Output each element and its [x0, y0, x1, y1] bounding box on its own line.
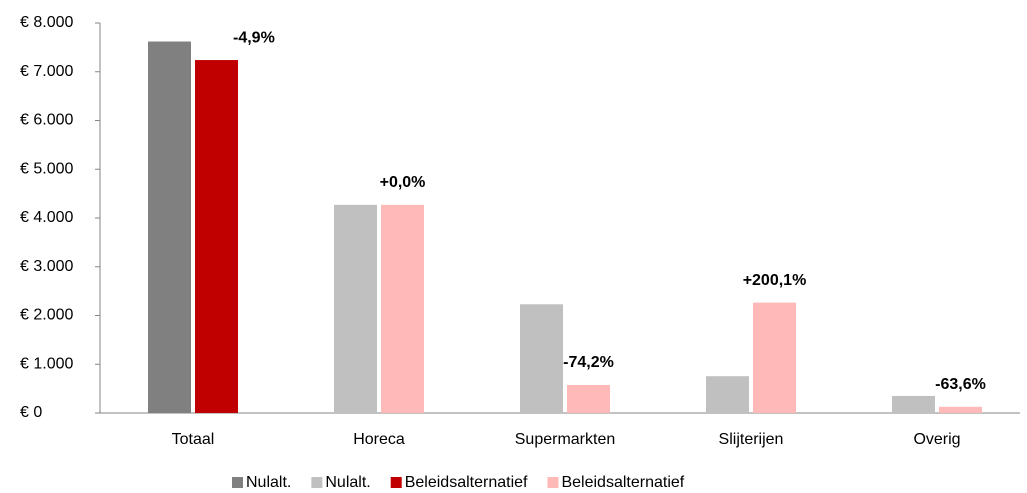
- bar: [148, 41, 191, 414]
- x-tick-label: Overig: [913, 431, 960, 448]
- bar: [195, 60, 238, 414]
- bar: [334, 204, 377, 413]
- annotation: -63,6%: [935, 376, 986, 393]
- annotation: +0,0%: [380, 174, 426, 191]
- bar: [892, 395, 935, 413]
- x-tick-label: Totaal: [172, 431, 215, 448]
- annotation: -74,2%: [563, 354, 614, 371]
- x-tick-label: Slijterijen: [719, 431, 784, 448]
- y-tick-label: € 3.000: [20, 258, 73, 275]
- annotation: +200,1%: [743, 272, 807, 289]
- legend-label: Nulalt.: [325, 474, 370, 491]
- legend-label: Nulalt.: [246, 474, 291, 491]
- y-tick-label: € 4.000: [20, 209, 73, 226]
- annotation: -4,9%: [233, 29, 275, 46]
- legend-swatch: [547, 477, 559, 488]
- bar: [520, 304, 563, 413]
- y-tick-label: € 8.000: [20, 14, 73, 31]
- y-tick-label: € 1.000: [20, 355, 73, 372]
- x-tick-label: Supermarkten: [515, 431, 616, 448]
- bar: [753, 302, 796, 413]
- x-tick-label: Horeca: [353, 431, 405, 448]
- legend-swatch: [232, 477, 243, 488]
- y-tick-label: € 7.000: [20, 63, 73, 80]
- bar: [706, 376, 749, 413]
- bar: [381, 204, 424, 413]
- bar: [939, 406, 982, 413]
- legend-swatch: [311, 477, 323, 488]
- bar: [567, 384, 610, 413]
- legend-label: Beleidsalternatief: [405, 474, 528, 491]
- legend-swatch: [390, 477, 402, 488]
- y-tick-label: € 2.000: [20, 307, 73, 324]
- y-tick-label: € 6.000: [20, 112, 73, 129]
- y-tick-label: € 5.000: [20, 160, 73, 177]
- legend-label: Beleidsalternatief: [561, 474, 684, 491]
- y-tick-label: € 0: [20, 404, 42, 421]
